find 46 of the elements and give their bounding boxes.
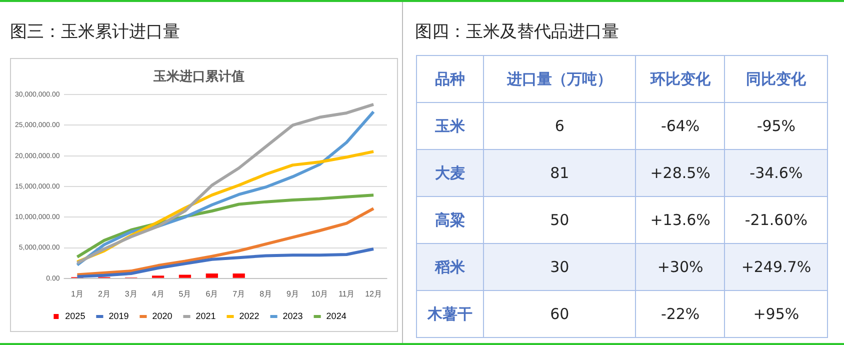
text: 品种 [416, 56, 484, 102]
text: 60 [484, 290, 636, 338]
chart-subtitle: 玉米进口累计值 [152, 68, 244, 84]
text: +30% [636, 244, 725, 290]
x-tick-label: 9月 [286, 289, 299, 298]
text: 大麦 [416, 150, 484, 196]
x-tick-label: 12月 [365, 289, 382, 298]
text: -64% [636, 102, 725, 150]
text: 环比变化 [636, 56, 725, 102]
legend-label: 2025 [65, 310, 86, 321]
text: +249.7% [724, 244, 828, 290]
legend-label: 2020 [152, 310, 172, 321]
chart-title: 图三：玉米累计进口量 [10, 21, 180, 43]
legend-label: 2022 [239, 310, 260, 321]
text: -21.60% [724, 196, 828, 244]
text: 木薯干 [416, 290, 484, 338]
x-tick-label: 4月 [152, 289, 164, 298]
text: 图四：玉米及替代品进口量 [415, 21, 619, 43]
text: 玉米 [416, 102, 484, 150]
text: 50 [484, 196, 636, 244]
text: -22% [636, 290, 725, 338]
text: 稻米 [416, 244, 484, 290]
legend-label: 2021 [196, 310, 216, 321]
x-tick-label: 5月 [178, 289, 192, 298]
text: +28.5% [636, 150, 725, 196]
text: 进口量（万吨） [484, 56, 636, 102]
text: +13.6% [636, 196, 725, 244]
x-tick-label: 3月 [124, 289, 138, 298]
x-tick-label: 7月 [232, 289, 246, 298]
x-tick-label: 10月 [311, 289, 328, 298]
text: 6 [484, 102, 636, 150]
legend-label: 2023 [282, 310, 303, 321]
x-tick-label: 8月 [260, 289, 272, 298]
text: -95% [724, 102, 828, 150]
x-tick-label: 6月 [206, 289, 218, 298]
x-tick-label: 2月 [98, 289, 110, 298]
text: -34.6% [724, 150, 828, 196]
legend-label: 2019 [108, 310, 129, 321]
text: 同比变化 [724, 56, 828, 102]
text: 81 [484, 150, 636, 196]
text: 高粱 [416, 196, 484, 244]
legend-label: 2024 [326, 310, 346, 321]
x-tick-label: 1月 [71, 289, 84, 298]
text: 30 [484, 244, 636, 290]
text: +95% [724, 290, 828, 338]
x-tick-label: 11月 [338, 289, 355, 298]
